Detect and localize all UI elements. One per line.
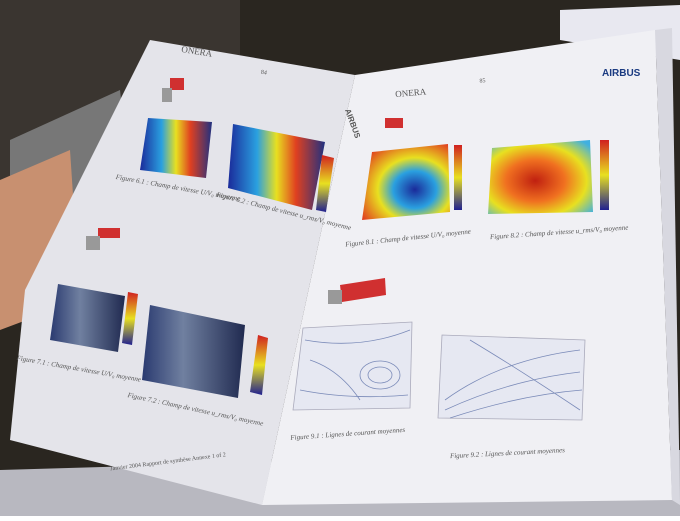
contour-plot: [362, 144, 450, 220]
sketch: [98, 228, 120, 238]
logo: AIRBUS: [602, 68, 641, 79]
sketch: [328, 290, 342, 304]
page-number: 85: [479, 78, 486, 85]
contour-plot: [140, 118, 212, 178]
sketch: [162, 88, 172, 102]
contour-plot: [50, 284, 125, 352]
page-number: 84: [260, 70, 267, 77]
colorbar: [454, 145, 462, 210]
sketch: [385, 118, 403, 128]
photo: ONERA 84 AIRBUS ONERA 85 AIRBUS Figure 6…: [0, 0, 680, 516]
contour-plot: [488, 140, 593, 214]
colorbar: [600, 140, 609, 210]
sketch: [170, 78, 184, 90]
sketch: [86, 236, 100, 250]
